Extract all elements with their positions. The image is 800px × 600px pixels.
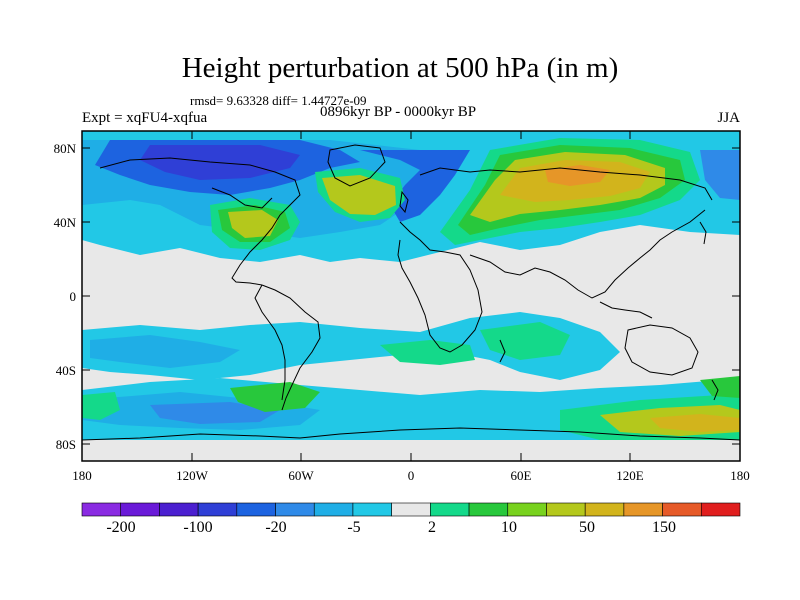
x-tick-120w: 120W: [176, 468, 209, 483]
y-tick-0: 0: [70, 289, 77, 304]
y-tick-40s: 40S: [56, 363, 76, 378]
sh-light-blue-band-upper: [82, 312, 620, 380]
colorbar-label: 150: [652, 519, 676, 536]
colorbar-swatch: [81, 502, 122, 517]
colorbar-swatch: [313, 502, 354, 517]
experiment-label: Expt = xqFU4-xqfua: [82, 110, 208, 126]
colorbar-swatch: [430, 502, 470, 517]
season-label: JJA: [717, 110, 740, 126]
colorbar-swatch: [662, 502, 702, 517]
south-atlantic-green: [380, 340, 475, 365]
colorbar-label: -100: [183, 519, 212, 536]
colorbar-swatch: [391, 502, 431, 517]
indian-ocean-green: [480, 322, 570, 360]
eurasia-orange-core: [545, 165, 610, 186]
x-tick-60w: 60W: [288, 468, 314, 483]
greenland-green: [322, 175, 396, 215]
southern-ocean-teal-far-east: [700, 376, 740, 398]
north-america-yellow: [228, 210, 278, 238]
colorbar-swatch: [275, 502, 315, 517]
colorbar-label: -5: [347, 519, 360, 536]
colorbar-swatch: [623, 502, 663, 517]
colorbar-swatch: [352, 502, 392, 517]
x-tick-0: 0: [408, 468, 415, 483]
sh-mid-blue-lower: [150, 402, 280, 424]
colorbar-swatch: [700, 502, 741, 517]
y-tick-80s: 80S: [56, 437, 76, 452]
south-pacific-teal: [82, 398, 102, 414]
colorbar-swatch: [507, 502, 547, 517]
sh-sky-blue-upper: [90, 335, 240, 368]
colorbar-swatch: [546, 502, 586, 517]
x-tick-60e: 60E: [511, 468, 532, 483]
rmsd-stats: rmsd= 9.63328 diff= 1.44727e-09: [190, 93, 367, 108]
colorbar-swatch: [159, 502, 199, 517]
y-tick-80n: 80N: [54, 141, 77, 156]
x-axis: 180 120W 60W 0 60E 120E 180: [72, 131, 750, 483]
x-tick-120e: 120E: [616, 468, 644, 483]
colorbar-swatch: [236, 502, 276, 517]
y-tick-40n: 40N: [54, 215, 77, 230]
colorbar-labels: -200 -100 -20 -5 2 10 50 150: [106, 519, 676, 536]
y-axis: 80N 40N 0 40S 80S: [54, 141, 740, 452]
x-tick-180-east: 180: [730, 468, 750, 483]
colorbar-swatch: [197, 502, 238, 517]
colorbar-swatch: [584, 502, 625, 517]
southern-ocean-ochre-east: [650, 414, 740, 432]
x-tick-180-west: 180: [72, 468, 92, 483]
map-title: Height perturbation at 500 hPa (in m): [181, 52, 619, 84]
west-pacific-blue: [700, 150, 740, 200]
colorbar-label: 50: [579, 519, 595, 536]
period-label: 0896kyr BP - 0000kyr BP: [320, 104, 477, 120]
contour-field: [82, 131, 740, 461]
coastlines: [82, 144, 740, 441]
antarctic-neutral: [82, 440, 740, 461]
southern-ocean-green-west: [230, 382, 320, 412]
colorbar-label: -200: [106, 519, 135, 536]
colorbar-label: 2: [428, 519, 436, 536]
colorbar-label: 10: [501, 519, 517, 536]
colorbar-label: -20: [265, 519, 286, 536]
colorbar-swatch: [468, 502, 509, 517]
colorbar: [81, 502, 741, 517]
colorbar-swatch: [120, 502, 160, 517]
